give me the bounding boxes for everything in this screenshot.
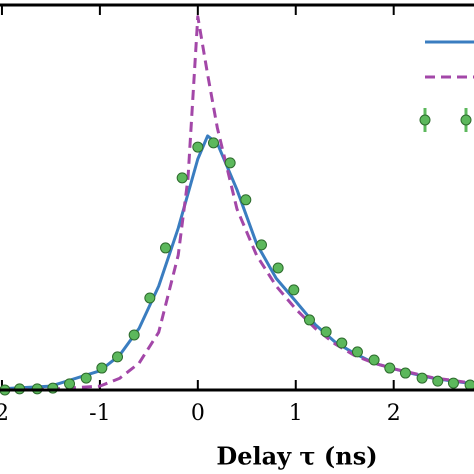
data-point <box>240 194 252 206</box>
data-point <box>255 239 267 251</box>
data-point <box>176 172 188 184</box>
data-point <box>303 314 315 326</box>
data-point <box>432 375 444 387</box>
x-axis-label: Delay τ (ns) <box>216 442 377 471</box>
legend-marker <box>419 114 431 126</box>
plot-frame <box>0 3 474 392</box>
data-point <box>80 372 92 384</box>
legend-box <box>410 20 474 150</box>
data-point <box>272 262 284 274</box>
x-tick-label: 2 <box>387 401 401 426</box>
data-point <box>351 346 363 358</box>
data-point <box>336 337 348 349</box>
x-tick-label: -1 <box>89 401 110 426</box>
data-point <box>464 379 474 391</box>
data-point <box>96 362 108 374</box>
x-tick-label: 2 <box>0 401 9 426</box>
data-point <box>224 157 236 169</box>
data-point <box>416 372 428 384</box>
x-tick-label: 1 <box>289 401 303 426</box>
x-tick-label: 0 <box>191 401 205 426</box>
data-point <box>368 354 380 366</box>
data-point <box>160 242 172 254</box>
data-point <box>320 326 332 338</box>
data-point <box>112 351 124 363</box>
data-point <box>384 362 396 374</box>
data-point <box>64 378 76 390</box>
data-point <box>144 292 156 304</box>
data-point <box>288 284 300 296</box>
data-point <box>47 382 59 394</box>
series-line <box>1 15 473 392</box>
data-point <box>399 367 411 379</box>
data-point <box>128 329 140 341</box>
data-point <box>447 377 459 389</box>
data-point <box>192 141 204 153</box>
legend-marker <box>460 114 472 126</box>
data-point <box>207 137 219 149</box>
series-line <box>1 134 473 391</box>
